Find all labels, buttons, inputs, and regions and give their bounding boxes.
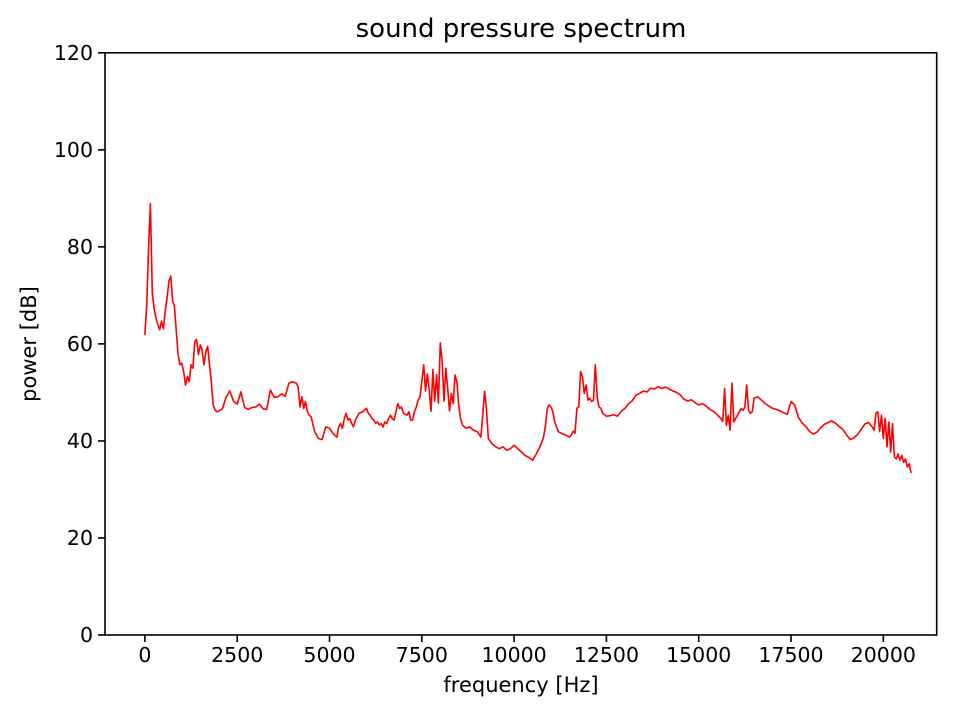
x-tick-label: 15000	[666, 643, 731, 667]
x-tick-label: 7500	[396, 643, 448, 667]
x-axis-label: frequency [Hz]	[443, 673, 599, 697]
axes-frame	[104, 51, 938, 636]
x-tick-label: 12500	[574, 643, 639, 667]
y-tick-label: 80	[67, 235, 93, 259]
x-tick-label: 5000	[303, 643, 355, 667]
x-tick-label: 10000	[482, 643, 547, 667]
chart-title: sound pressure spectrum	[355, 14, 687, 44]
x-tick-label: 2500	[211, 643, 263, 667]
x-tick-label: 0	[138, 643, 151, 667]
y-tick-label: 0	[80, 623, 93, 647]
spectrum-line	[144, 202, 912, 474]
x-tick-label: 20000	[851, 643, 916, 667]
y-tick-label: 100	[54, 138, 93, 162]
y-tick-label: 40	[67, 429, 93, 453]
x-tick-label: 17500	[758, 643, 823, 667]
y-tick-label: 60	[67, 332, 93, 356]
y-tick-label: 120	[54, 41, 93, 65]
y-tick-label: 20	[67, 526, 93, 550]
y-axis-label: power [dB]	[17, 286, 41, 402]
